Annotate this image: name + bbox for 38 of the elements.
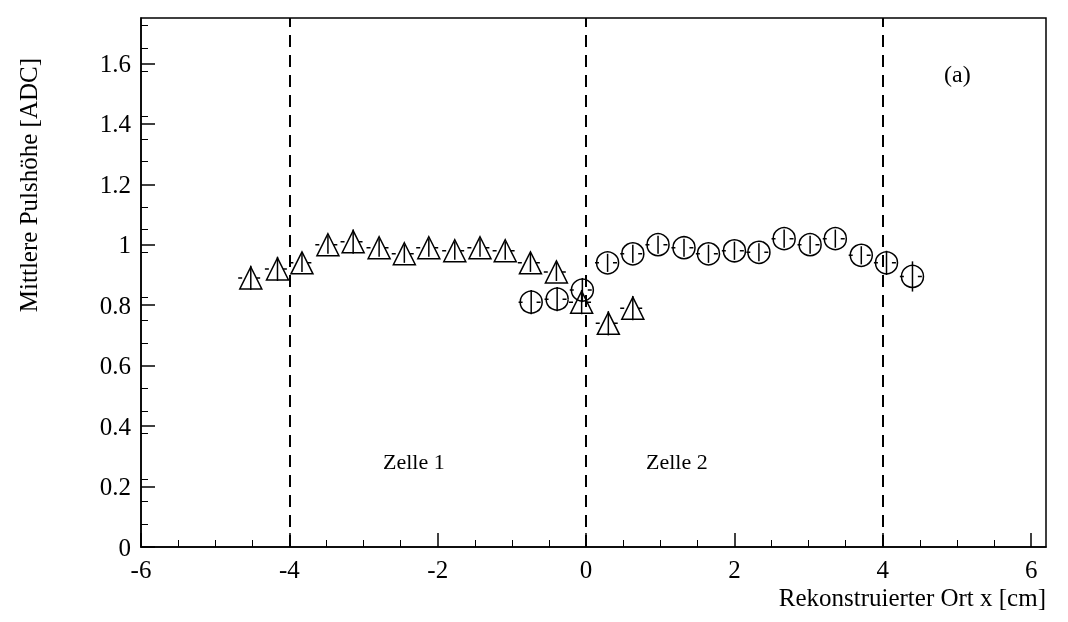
point <box>596 311 621 336</box>
x-tick-label: 4 <box>876 556 890 583</box>
x-tick-label: 2 <box>728 556 741 583</box>
point <box>290 251 314 275</box>
y-tick-label: 0.4 <box>99 412 132 440</box>
y-tick-label: 0.6 <box>99 352 131 380</box>
y-tick-label: 1 <box>118 231 131 259</box>
point <box>874 251 899 275</box>
x-tick-label: -6 <box>130 556 152 583</box>
point <box>265 257 290 281</box>
point <box>621 242 645 266</box>
y-tick-label: 0 <box>118 533 131 561</box>
annotation: Zelle 1 <box>383 448 445 474</box>
y-tick-label: 1.4 <box>99 110 132 138</box>
y-tick-label: 1.2 <box>99 170 131 198</box>
point <box>900 264 925 289</box>
x-tick-label: -2 <box>427 556 449 583</box>
point <box>798 232 822 257</box>
x-tick-label: 6 <box>1024 556 1038 583</box>
point <box>849 243 874 268</box>
point <box>772 226 796 251</box>
y-tick-label: 0.2 <box>99 473 131 501</box>
y-axis-title: Mittlere Pulshöhe [ADC] <box>15 58 42 313</box>
point <box>595 251 620 275</box>
annotation: Zelle 2 <box>646 448 708 474</box>
annotation: (a) <box>944 61 971 87</box>
point <box>518 251 543 275</box>
point <box>621 296 645 320</box>
point <box>239 266 263 290</box>
point <box>823 226 848 251</box>
x-tick-label: -4 <box>278 556 301 583</box>
x-axis-title: Rekonstruierter Ort x [cm] <box>778 584 1046 611</box>
x-tick-label: 0 <box>579 556 593 583</box>
y-tick-label: 1.6 <box>99 49 131 77</box>
point <box>392 242 417 266</box>
y-tick-label: 0.8 <box>99 291 131 319</box>
point <box>367 235 391 260</box>
point <box>544 260 569 284</box>
